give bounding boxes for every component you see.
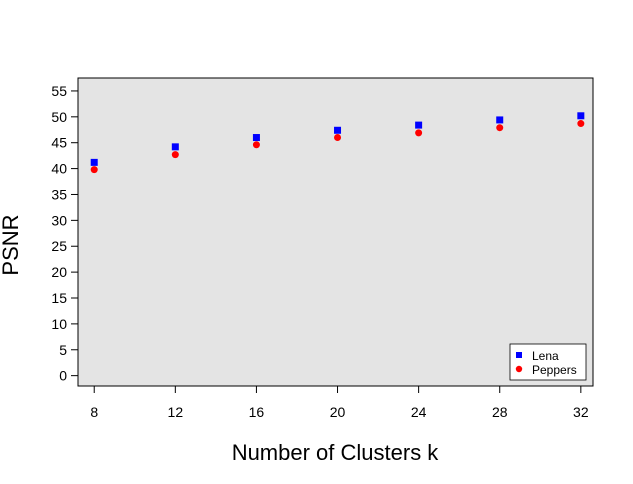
y-axis-title: PSNR: [0, 214, 23, 275]
x-axis: 8 12 16 20 24 28 32: [90, 385, 589, 420]
y-tick-label: 15: [51, 290, 67, 306]
point-lena-k32: [577, 112, 585, 120]
point-peppers-k20: [334, 134, 342, 142]
legend-label-lena: Lena: [532, 349, 559, 363]
y-tick-label: 0: [59, 368, 67, 384]
y-tick-label: 50: [51, 109, 67, 125]
x-tick-label: 24: [411, 404, 427, 420]
point-lena-k16: [252, 134, 260, 142]
point-peppers-k24: [415, 129, 423, 137]
point-lena-k28: [496, 116, 504, 124]
x-tick-label: 32: [573, 404, 589, 420]
y-tick-label: 10: [51, 316, 67, 332]
x-tick-label: 8: [90, 404, 98, 420]
point-lena-k20: [334, 126, 342, 134]
point-lena-k12: [171, 143, 179, 151]
y-tick-label: 20: [51, 264, 67, 280]
legend-marker-peppers: [515, 365, 523, 373]
x-axis-title: Number of Clusters k: [232, 440, 440, 465]
x-tick-label: 16: [249, 404, 265, 420]
x-tick-label: 28: [492, 404, 508, 420]
legend-label-peppers: Peppers: [532, 363, 577, 377]
point-lena-k24: [415, 121, 423, 129]
y-tick-label: 40: [51, 161, 67, 177]
x-tick-label: 12: [168, 404, 184, 420]
legend-box: [509, 343, 587, 381]
y-tick-label: 30: [51, 212, 67, 228]
y-tick-label: 5: [59, 342, 67, 358]
y-axis: 0 5 10 15 20 25 30 35 40 45 50 55: [51, 83, 79, 384]
point-peppers-k8: [90, 166, 98, 174]
data-points: [90, 112, 585, 174]
point-lena-k8: [90, 158, 98, 166]
legend-marker-lena: [516, 352, 522, 358]
point-peppers-k12: [171, 151, 179, 159]
point-peppers-k28: [496, 124, 504, 132]
y-tick-label: 35: [51, 186, 67, 202]
legend: Lena Peppers: [509, 343, 587, 381]
y-tick-label: 45: [51, 135, 67, 151]
x-tick-label: 20: [330, 404, 346, 420]
plot-background: [77, 77, 594, 387]
y-tick-label: 25: [51, 238, 67, 254]
point-peppers-k32: [577, 120, 585, 128]
point-peppers-k16: [252, 141, 260, 149]
y-tick-label: 55: [51, 83, 67, 99]
